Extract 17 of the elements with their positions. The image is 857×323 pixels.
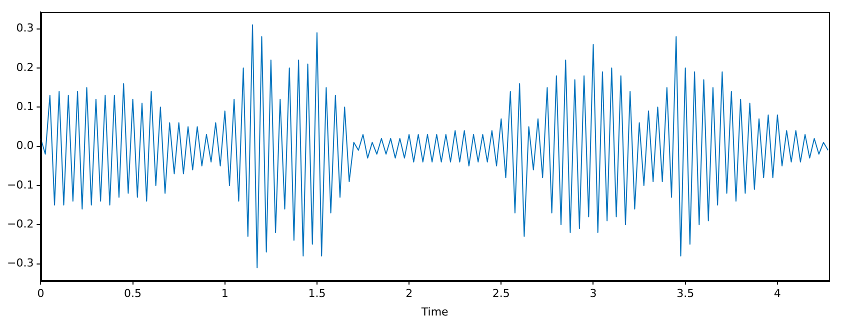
x-tick-label: 0 — [37, 287, 44, 300]
y-tick-label: 0.1 — [16, 100, 34, 114]
y-tick-label: 0.3 — [16, 22, 34, 35]
y-tick-label: −0.3 — [6, 256, 34, 270]
x-tick-label: 1.5 — [308, 287, 326, 300]
x-tick-label: 0.5 — [124, 287, 142, 300]
x-tick-label: 2 — [406, 287, 413, 300]
x-tick-label: 2.5 — [492, 287, 510, 300]
x-tick-label: 1 — [221, 287, 228, 300]
x-axis-title: Time — [420, 305, 449, 318]
x-tick-label: 3 — [590, 287, 597, 300]
x-tick-label: 3.5 — [676, 287, 694, 300]
y-tick-label: −0.1 — [6, 178, 34, 192]
y-tick-label: −0.2 — [6, 217, 34, 230]
x-tick-label: 4 — [774, 287, 781, 300]
y-tick-label: 0.0 — [16, 139, 34, 152]
y-tick-label: 0.2 — [16, 60, 34, 74]
